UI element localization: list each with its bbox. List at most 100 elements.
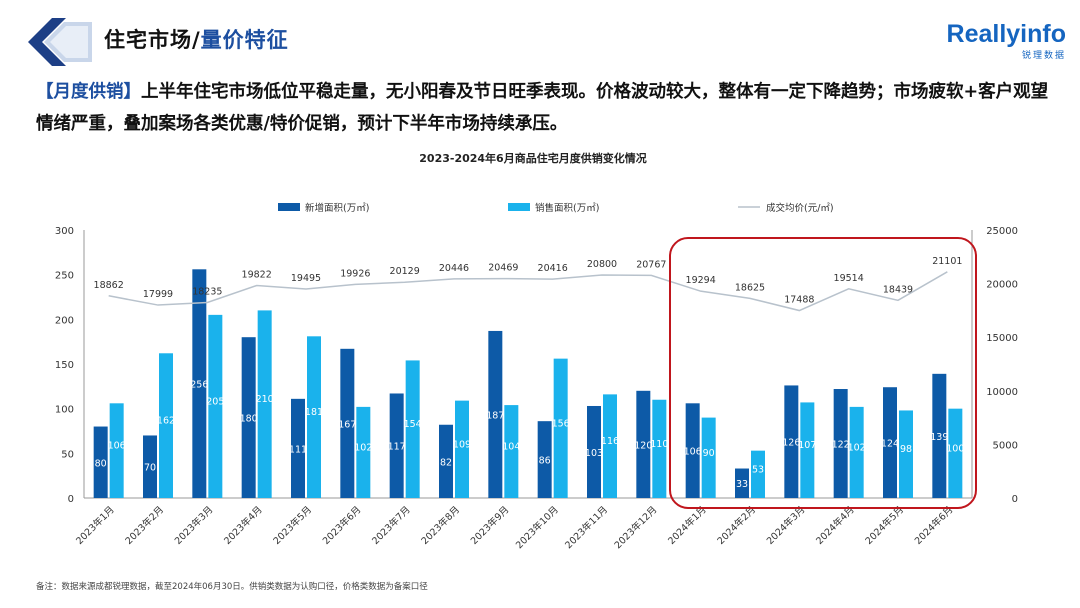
price-data-label: 20767 bbox=[636, 259, 666, 270]
x-axis-tick-label: 2023年3月 bbox=[172, 504, 215, 547]
chart-title: 2023-2024年6月商品住宅月度供销变化情况 bbox=[419, 151, 646, 165]
x-axis-tick-label: 2023年11月 bbox=[563, 504, 611, 552]
bar-supply-label: 180 bbox=[240, 414, 258, 425]
price-data-label: 17488 bbox=[784, 295, 814, 306]
bar-supply-label: 80 bbox=[95, 458, 107, 469]
logo-mark bbox=[26, 14, 96, 66]
x-axis-tick-label: 2023年1月 bbox=[73, 504, 116, 547]
bar-supply bbox=[241, 337, 256, 498]
price-data-label: 18625 bbox=[735, 282, 765, 293]
bar-supply bbox=[587, 405, 601, 498]
bar-supply bbox=[784, 385, 799, 498]
bar-supply-label: 187 bbox=[486, 410, 504, 421]
x-axis-tick-label: 2024年5月 bbox=[863, 504, 906, 547]
price-data-label: 19822 bbox=[242, 270, 272, 281]
x-axis-tick-label: 2023年4月 bbox=[221, 504, 264, 547]
bar-sales bbox=[701, 417, 716, 498]
bar-sales bbox=[455, 400, 469, 498]
legend-swatch-sales bbox=[508, 203, 530, 211]
right-axis-tick-label: 0 bbox=[1012, 494, 1018, 505]
bar-sales bbox=[553, 358, 568, 498]
bar-sales-label: 102 bbox=[354, 442, 372, 453]
bar-sales-label: 154 bbox=[404, 419, 422, 430]
bar-sales-label: 109 bbox=[453, 439, 471, 450]
bar-supply-label: 82 bbox=[440, 457, 452, 468]
x-axis-tick-label: 2023年12月 bbox=[612, 504, 660, 552]
price-data-label: 20469 bbox=[488, 263, 518, 274]
bar-supply-label: 124 bbox=[881, 439, 899, 450]
bar-sales bbox=[603, 394, 617, 498]
x-axis-tick-label: 2023年9月 bbox=[468, 504, 511, 547]
bar-sales bbox=[208, 314, 223, 498]
bar-supply bbox=[685, 403, 700, 498]
x-axis-tick-label: 2023年6月 bbox=[320, 504, 363, 547]
price-data-label: 18439 bbox=[883, 284, 913, 295]
x-axis-tick-label: 2023年2月 bbox=[123, 504, 166, 547]
left-axis-tick-label: 100 bbox=[55, 405, 74, 416]
x-axis-tick-label: 2023年8月 bbox=[419, 504, 462, 547]
bar-supply-label: 139 bbox=[930, 432, 948, 443]
price-data-label: 20446 bbox=[439, 263, 469, 274]
x-axis-tick-label: 2023年5月 bbox=[271, 504, 314, 547]
bar-supply-label: 111 bbox=[289, 444, 307, 455]
bar-supply-label: 122 bbox=[832, 440, 850, 451]
bar-sales bbox=[356, 406, 371, 498]
bar-sales bbox=[307, 336, 321, 498]
bar-supply bbox=[537, 421, 552, 498]
bar-sales-label: 102 bbox=[848, 442, 866, 453]
summary-tag: 【月度供销】 bbox=[36, 82, 141, 102]
bar-sales-label: 116 bbox=[601, 436, 619, 447]
bar-sales bbox=[257, 310, 272, 498]
price-data-label: 17999 bbox=[143, 289, 173, 300]
left-axis-tick-label: 150 bbox=[55, 360, 74, 371]
bar-sales-label: 181 bbox=[305, 407, 323, 418]
bar-sales bbox=[159, 353, 173, 498]
x-axis-tick-label: 2024年3月 bbox=[764, 504, 807, 547]
bar-supply bbox=[291, 398, 305, 498]
bar-supply bbox=[192, 269, 207, 498]
left-axis-tick-label: 300 bbox=[55, 226, 74, 237]
right-axis-tick-label: 10000 bbox=[986, 387, 1018, 398]
bar-sales-label: 100 bbox=[946, 443, 964, 454]
price-data-label: 18862 bbox=[94, 280, 124, 291]
x-axis-tick-label: 2024年4月 bbox=[813, 504, 856, 547]
x-axis-tick-label: 2023年10月 bbox=[513, 504, 561, 552]
bar-supply bbox=[932, 373, 947, 498]
bar-supply-label: 120 bbox=[634, 440, 652, 451]
legend-label-supply: 新增面积(万㎡) bbox=[305, 202, 369, 214]
summary-text: 上半年住宅市场低位平稳走量，无小阳春及节日旺季表现。价格波动较大，整体有一定下降… bbox=[36, 82, 1049, 134]
left-axis-tick-label: 250 bbox=[55, 271, 74, 282]
brand-name: Reallyinfo bbox=[946, 20, 1066, 48]
page-title-main: 住宅市场/ bbox=[104, 28, 201, 52]
bar-supply-label: 256 bbox=[190, 380, 208, 391]
bar-sales bbox=[109, 403, 124, 498]
x-axis-tick-label: 2023年7月 bbox=[369, 504, 412, 547]
bar-sales bbox=[504, 405, 519, 498]
price-data-label: 19926 bbox=[340, 268, 370, 279]
left-axis-tick-label: 50 bbox=[61, 449, 74, 460]
bar-supply-label: 106 bbox=[684, 447, 702, 458]
bar-supply-label: 33 bbox=[736, 479, 748, 490]
legend-label-price: 成交均价(元/㎡) bbox=[766, 202, 834, 214]
x-axis-tick-label: 2024年2月 bbox=[715, 504, 758, 547]
bar-supply-label: 86 bbox=[539, 456, 551, 467]
bar-sales bbox=[849, 406, 864, 498]
right-axis-tick-label: 20000 bbox=[986, 280, 1018, 291]
highlight-box bbox=[669, 237, 977, 509]
legend-label-sales: 销售面积(万㎡) bbox=[535, 202, 599, 214]
bar-sales-label: 210 bbox=[256, 394, 274, 405]
brand-logo: Reallyinfo 锐理数据 bbox=[946, 20, 1066, 62]
bar-sales-label: 104 bbox=[502, 442, 520, 453]
price-line bbox=[108, 271, 948, 312]
x-axis-tick-label: 2024年6月 bbox=[912, 504, 955, 547]
price-data-label: 20416 bbox=[538, 263, 568, 274]
bar-sales-label: 90 bbox=[703, 448, 715, 459]
bar-supply bbox=[389, 393, 404, 498]
bar-sales bbox=[800, 402, 815, 498]
bar-sales bbox=[899, 410, 913, 498]
bar-sales-label: 162 bbox=[157, 416, 175, 427]
left-axis-tick-label: 0 bbox=[68, 494, 74, 505]
bar-supply-label: 70 bbox=[144, 463, 156, 474]
price-data-label: 20800 bbox=[587, 259, 617, 270]
right-axis-tick-label: 15000 bbox=[986, 333, 1018, 344]
